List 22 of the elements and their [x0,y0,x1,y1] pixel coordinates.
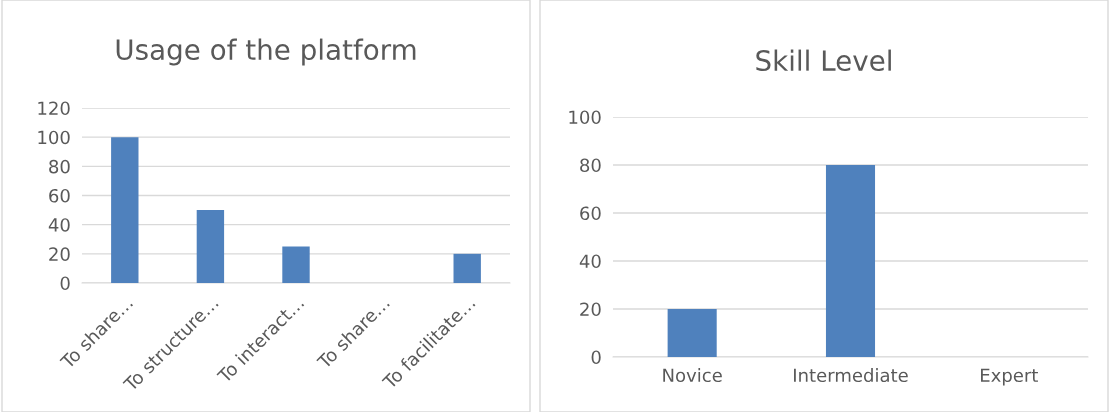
y-tick-label: 100 [569,110,601,125]
y-tick-label: 120 [38,101,70,116]
y-tick-label: 40 [579,254,601,269]
y-tick-label: 40 [48,218,70,232]
bar [282,246,310,283]
chart-title: Usage of the platform [116,38,416,66]
x-tick-label: Intermediate [794,368,908,383]
x-tick-label: Expert [981,368,1038,386]
bar [453,253,481,283]
y-tick-label: 80 [580,158,601,173]
y-tick-label: 20 [580,302,601,317]
y-tick-label: 60 [580,206,601,221]
bar [196,210,225,283]
y-tick-label: 80 [49,159,70,174]
y-tick-label: 100 [38,130,70,145]
x-tick-label: Novice [663,368,722,383]
y-tick-label: 0 [591,350,601,365]
y-tick-label: 60 [49,188,70,203]
chart-title: Skill Level [756,49,891,72]
bar [111,137,139,283]
y-tick-label: 20 [49,247,70,261]
y-tick-label: 0 [60,276,70,291]
